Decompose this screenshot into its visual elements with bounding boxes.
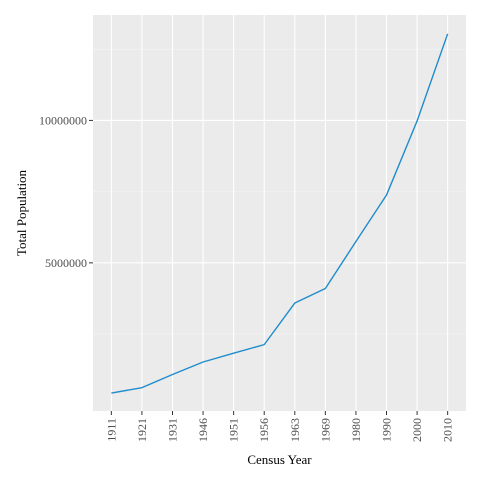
x-axis: 1911 1921 1931 1946 1951 1956 1963 1969 1980 1990… [104, 411, 455, 442]
x-tick-label: 2010 [441, 418, 455, 442]
x-tick-label: 1946 [196, 418, 210, 442]
y-tick-label: 5000000 [45, 256, 87, 270]
x-tick-label: 1951 [227, 418, 241, 442]
x-tick-label: 1956 [257, 418, 271, 442]
series-line [111, 33, 449, 394]
x-tick-label: 1980 [349, 418, 363, 442]
x-tick-label: 1990 [380, 418, 394, 442]
plot-panel [93, 15, 466, 411]
x-tick-label: 1963 [288, 418, 302, 442]
x-axis-title: Census Year [247, 452, 312, 467]
y-axis: 5000000 10000000 [39, 113, 93, 270]
x-tick-label: 1931 [165, 418, 179, 442]
minor-gridlines [93, 48, 466, 335]
major-gridlines [93, 15, 466, 411]
x-tick-label: 1921 [135, 418, 149, 442]
x-tick-label: 1969 [318, 418, 332, 442]
x-tick-label: 1911 [104, 418, 118, 442]
y-tick-label: 10000000 [39, 113, 87, 127]
x-tick-label: 2000 [410, 418, 424, 442]
series-layer [111, 33, 449, 394]
y-axis-title: Total Population [14, 169, 29, 256]
